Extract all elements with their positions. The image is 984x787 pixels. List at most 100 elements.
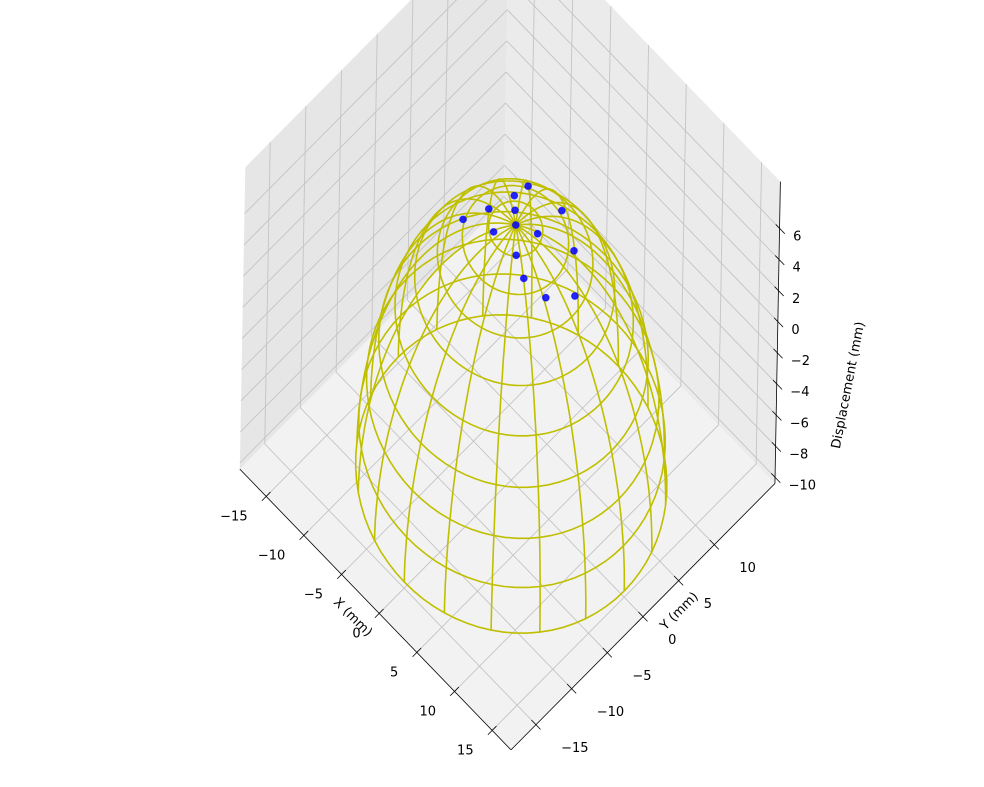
axis-panes: [239, 0, 781, 750]
scatter-point: [512, 251, 521, 260]
x-tick-mark: [261, 491, 271, 502]
grid-line-y: [335, 371, 608, 654]
wireframe-parallel: [461, 184, 570, 296]
grid-line-y: [299, 106, 307, 408]
wireframe-meridian: [373, 224, 517, 541]
z-tick-mark: [770, 473, 781, 484]
scatter-point: [571, 292, 579, 300]
scatter-point: [519, 274, 528, 283]
scatter-point: [533, 229, 542, 238]
grid-line-z: [242, 9, 508, 277]
grid-line-z: [240, 165, 505, 433]
grid-line-x: [642, 45, 650, 348]
x-tick-label: −10: [258, 549, 285, 564]
x-tick-mark: [374, 608, 384, 619]
scatter-point: [489, 228, 498, 236]
grid-line-z: [242, 40, 507, 308]
x-tick-label: 10: [419, 705, 436, 720]
y-tick-mark: [638, 611, 648, 622]
y-tick-label: 0: [668, 633, 676, 648]
z-tick-mark: [775, 224, 786, 235]
wireframe-meridian: [397, 198, 517, 358]
y-tick-label: −15: [561, 741, 588, 756]
x-tick-mark: [487, 725, 497, 736]
z-tick-label: −2: [791, 354, 810, 369]
z-axis-label: Displacement (mm): [829, 321, 868, 450]
x-axis-line: [239, 468, 512, 751]
grid-line-y: [442, 263, 715, 546]
y-tick-mark: [709, 539, 720, 550]
z-tick-label: −10: [789, 479, 816, 494]
z-tick-mark: [772, 410, 782, 421]
grid-line-z: [241, 102, 506, 370]
grid-line-z: [505, 102, 778, 385]
grid-line-y: [264, 142, 271, 444]
grid-line-z: [527, 0, 780, 260]
grid-line-x: [755, 162, 763, 465]
x-tick-mark: [336, 569, 347, 580]
wireframe-meridian: [515, 224, 587, 619]
grid-line-z: [243, 0, 488, 246]
wireframe-meridian: [356, 222, 516, 443]
grid-line-y: [335, 70, 343, 372]
scatter-point: [511, 221, 520, 229]
z-tick-mark: [773, 317, 784, 328]
hemisphere-wireframe: [354, 178, 668, 634]
y-tick-mark: [566, 683, 577, 694]
grid-line-y: [442, 0, 449, 264]
x-tick-mark: [449, 686, 460, 697]
grid-line-z: [241, 71, 507, 339]
grid-line-z: [506, 9, 779, 291]
z-tick-mark: [774, 255, 785, 266]
scatter-point: [524, 182, 532, 191]
wireframe-parallel: [357, 273, 667, 589]
wireframe-parallel: [487, 200, 544, 258]
wireframe-meridian: [515, 224, 653, 552]
x-tick-label: 15: [457, 744, 474, 759]
z-axis-line: [774, 181, 781, 484]
wireframe-parallel: [365, 238, 660, 540]
grid-line-z: [239, 196, 505, 464]
grid-line-z: [240, 133, 506, 401]
y-tick-label: −5: [632, 669, 651, 684]
wireframe-parallel: [377, 210, 650, 489]
grid-line-y: [300, 407, 572, 690]
grid-line-y: [371, 34, 378, 336]
z-tick-mark: [771, 441, 782, 452]
scatter-point: [510, 191, 519, 200]
z-tick-mark: [773, 348, 783, 359]
z-tick-label: −4: [790, 385, 809, 400]
grid-line-z: [244, 0, 457, 215]
scatter-point: [541, 293, 550, 302]
x-tick-label: −15: [220, 510, 247, 525]
wireframe-parallel: [354, 314, 668, 634]
z-tick-mark: [774, 286, 784, 297]
axis-lines: [239, 181, 786, 751]
grid-line-z: [504, 165, 776, 447]
back-wall-y: [503, 0, 781, 484]
grid-line-x: [680, 84, 687, 387]
scatter-point: [484, 205, 493, 213]
wireframe-meridian: [403, 224, 517, 583]
z-tick-label: 6: [793, 230, 801, 245]
grid-line-z: [558, 0, 780, 229]
scatter-point: [558, 206, 566, 215]
grid-line-x: [717, 123, 725, 426]
wireframe-meridian: [515, 224, 667, 506]
z-tick-label: 2: [792, 292, 800, 307]
wireframe-meridian: [515, 223, 666, 456]
grid-line-y: [371, 335, 644, 618]
grid-line-z: [503, 196, 776, 478]
y-tick-mark: [602, 647, 613, 658]
z-tick-label: 0: [791, 323, 799, 338]
grid-line-z: [505, 71, 778, 354]
y-tick-label: −10: [597, 705, 624, 720]
wireframe-meridian: [443, 224, 517, 613]
scatter-points: [459, 182, 579, 302]
grid-line-y: [264, 443, 537, 726]
grid-line-x: [529, 0, 535, 231]
wireframe-meridian: [515, 224, 541, 633]
grid-line-z: [504, 133, 777, 416]
grid-lines: [239, 0, 780, 731]
